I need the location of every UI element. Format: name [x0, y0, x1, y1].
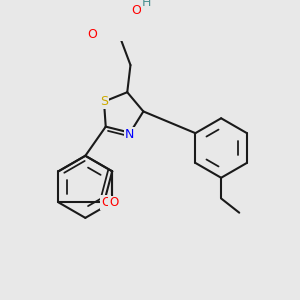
Text: O: O: [109, 196, 118, 209]
Text: O: O: [131, 4, 141, 16]
Text: O: O: [101, 196, 111, 209]
Text: O: O: [87, 28, 97, 41]
Text: H: H: [141, 0, 151, 9]
Text: N: N: [125, 128, 134, 140]
Text: S: S: [100, 95, 108, 108]
